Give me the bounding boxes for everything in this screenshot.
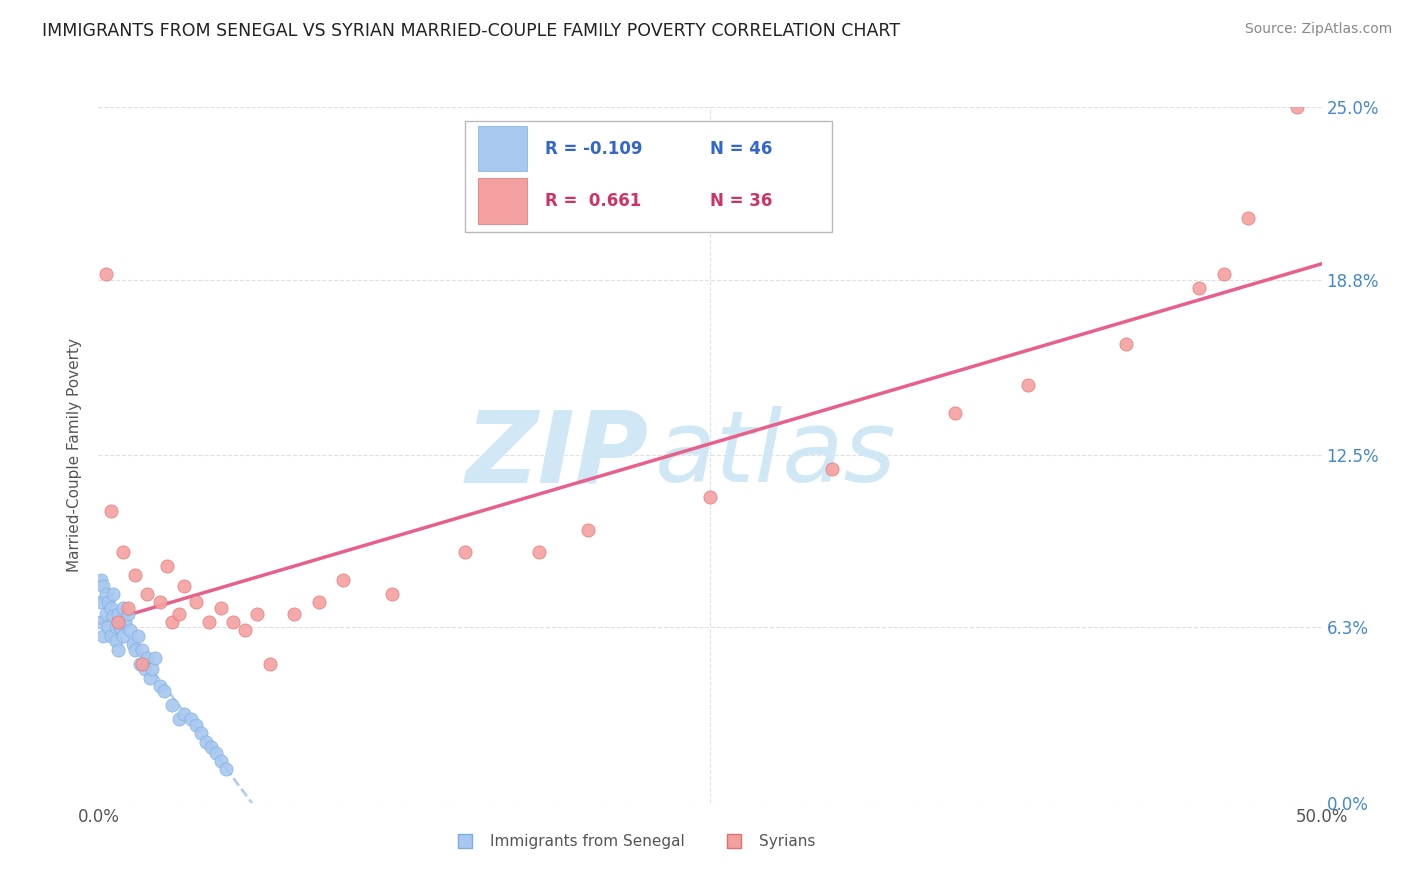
Point <box>94 267 117 281</box>
Text: atlas: atlas <box>655 407 897 503</box>
Text: N = 36: N = 36 <box>710 192 772 210</box>
Point <box>117 607 139 621</box>
Point <box>97 595 120 609</box>
Point <box>100 629 122 643</box>
Point <box>149 679 172 693</box>
Y-axis label: Married-Couple Family Poverty: Married-Couple Family Poverty <box>67 338 83 572</box>
Point <box>90 595 112 609</box>
Point <box>1212 267 1234 281</box>
Point <box>91 629 114 643</box>
Point <box>134 662 156 676</box>
Point <box>332 573 354 587</box>
Point <box>136 587 159 601</box>
Point <box>943 406 966 420</box>
Point <box>156 559 179 574</box>
Point <box>1188 281 1211 295</box>
Point <box>94 587 117 601</box>
Point <box>186 718 208 732</box>
Point <box>104 634 127 648</box>
Point <box>173 579 195 593</box>
Point <box>107 607 129 621</box>
Point <box>101 587 124 601</box>
Point <box>209 754 232 768</box>
Point <box>117 601 139 615</box>
Text: R =  0.661: R = 0.661 <box>546 192 641 210</box>
Point <box>124 567 146 582</box>
Point <box>205 746 228 760</box>
Bar <box>478 126 526 171</box>
Point <box>91 579 114 593</box>
Point <box>143 651 166 665</box>
Text: ZIP: ZIP <box>465 407 650 503</box>
Point <box>190 726 212 740</box>
Point <box>167 712 190 726</box>
Point <box>120 624 142 638</box>
Point <box>111 629 134 643</box>
Point <box>94 607 117 621</box>
Point <box>576 523 599 537</box>
FancyBboxPatch shape <box>465 121 832 232</box>
Point <box>173 706 195 721</box>
Point <box>167 607 190 621</box>
Point <box>821 462 844 476</box>
Point <box>160 615 183 629</box>
Point <box>195 734 218 748</box>
Point <box>1115 336 1137 351</box>
Point <box>131 657 153 671</box>
Point <box>107 615 129 629</box>
Point <box>1017 378 1039 392</box>
Point <box>214 763 236 777</box>
Point <box>124 642 146 657</box>
Point <box>1286 100 1309 114</box>
Point <box>121 637 143 651</box>
Point <box>90 573 112 587</box>
Point <box>136 651 159 665</box>
Point <box>101 609 124 624</box>
Point <box>160 698 183 713</box>
Point <box>200 740 222 755</box>
Point <box>259 657 281 671</box>
Point <box>308 595 330 609</box>
Text: Syrians: Syrians <box>759 833 815 848</box>
Point <box>97 620 120 634</box>
Text: N = 46: N = 46 <box>710 140 772 158</box>
Point <box>246 607 269 621</box>
Point <box>127 629 149 643</box>
Point <box>141 662 163 676</box>
Point <box>129 657 152 671</box>
Point <box>110 620 132 634</box>
Text: Source: ZipAtlas.com: Source: ZipAtlas.com <box>1244 22 1392 37</box>
Text: Immigrants from Senegal: Immigrants from Senegal <box>489 833 685 848</box>
Point <box>186 595 208 609</box>
Text: R = -0.109: R = -0.109 <box>546 140 643 158</box>
Point <box>233 624 256 638</box>
Point <box>90 615 112 629</box>
Point <box>111 545 134 559</box>
Point <box>104 620 127 634</box>
Point <box>131 642 153 657</box>
Point <box>111 601 134 615</box>
Point <box>107 642 129 657</box>
Point <box>180 712 202 726</box>
Point <box>153 684 176 698</box>
Point <box>283 607 305 621</box>
Point <box>699 490 721 504</box>
Point <box>209 601 232 615</box>
Point <box>454 545 477 559</box>
Point <box>1237 211 1260 226</box>
Point <box>527 545 550 559</box>
Point <box>139 671 162 685</box>
Point <box>197 615 219 629</box>
Point <box>222 615 245 629</box>
Point <box>149 595 172 609</box>
Text: IMMIGRANTS FROM SENEGAL VS SYRIAN MARRIED-COUPLE FAMILY POVERTY CORRELATION CHAR: IMMIGRANTS FROM SENEGAL VS SYRIAN MARRIE… <box>42 22 900 40</box>
Point <box>100 601 122 615</box>
Point <box>381 587 404 601</box>
Bar <box>478 178 526 224</box>
Point <box>100 503 122 517</box>
Point <box>114 615 136 629</box>
